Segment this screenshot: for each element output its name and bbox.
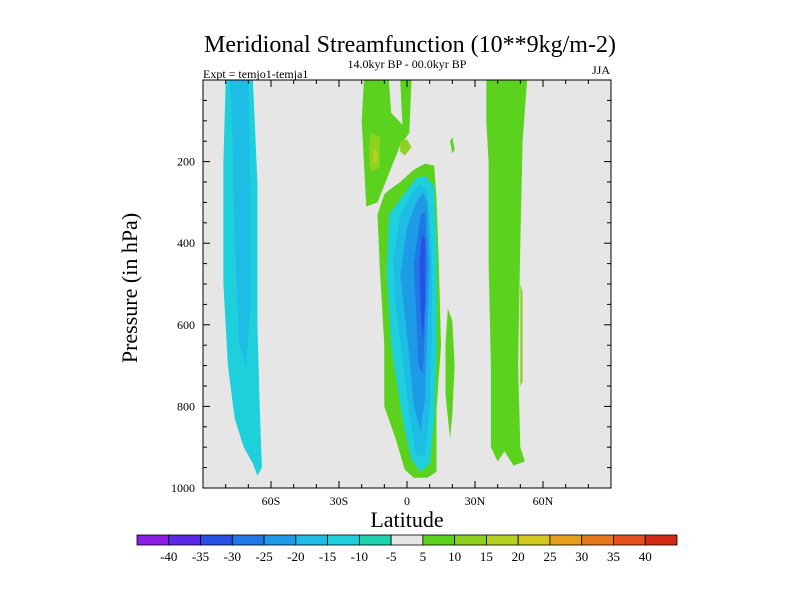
- colorbar-label: -5: [386, 549, 397, 564]
- chart-title: Meridional Streamfunction (10**9kg/m-2): [204, 32, 616, 58]
- colorbar-swatch: [644, 534, 678, 546]
- colorbar-label: -15: [319, 549, 336, 564]
- x-tick-label: 60N: [533, 494, 554, 508]
- y-tick-label: 600: [177, 318, 195, 332]
- colorbar-swatch: [454, 534, 487, 546]
- colorbar-label: 40: [639, 549, 652, 564]
- colorbar-swatch: [613, 534, 646, 546]
- colorbar-swatch: [390, 534, 424, 546]
- colorbar-label: 30: [575, 549, 588, 564]
- contour-region-7: [520, 284, 523, 386]
- contour-region-15: [445, 308, 455, 439]
- y-tick-label: 200: [177, 155, 195, 169]
- x-tick-label: 30S: [330, 494, 349, 508]
- colorbar-swatch: [231, 534, 265, 546]
- colorbar-swatch: [200, 534, 233, 546]
- plot-area: 60S 30S 0 30N 60N 200 400 600 800 1000: [171, 79, 612, 508]
- contour-region-1: [230, 80, 251, 366]
- colorbar: -40 -35 -30 -25 -20 -15 -10 -5 5 10 15 20 25 30 35 40: [136, 534, 678, 564]
- colorbar-label: 25: [543, 549, 556, 564]
- y-axis-ticks: 200 400 600 800 1000: [171, 99, 611, 495]
- x-tick-label: 0: [404, 494, 410, 508]
- colorbar-swatch: [327, 534, 360, 546]
- x-tick-label: 60S: [262, 494, 281, 508]
- colorbar-swatch: [358, 534, 392, 546]
- colorbar-label: -10: [351, 549, 368, 564]
- contour-region-6: [486, 80, 528, 466]
- y-tick-label: 400: [177, 236, 195, 250]
- colorbar-swatch: [295, 534, 328, 546]
- x-tick-label: 30N: [465, 494, 486, 508]
- colorbar-swatch: [422, 534, 456, 546]
- contour-region-5: [400, 139, 412, 156]
- colorbar-label: 10: [448, 549, 461, 564]
- y-tick-label: 1000: [171, 481, 195, 495]
- colorbar-label: 35: [607, 549, 620, 564]
- colorbar-label: -25: [255, 549, 272, 564]
- colorbar-label: 5: [420, 549, 427, 564]
- colorbar-swatch: [486, 534, 519, 546]
- contour-region-14: [419, 235, 426, 342]
- colorbar-swatch: [136, 534, 170, 546]
- y-tick-label: 800: [177, 399, 195, 413]
- contour-region-8: [450, 137, 455, 154]
- colorbar-label: 20: [512, 549, 525, 564]
- colorbar-swatch: [549, 534, 583, 546]
- colorbar-swatch: [581, 534, 614, 546]
- colorbar-label: -20: [287, 549, 304, 564]
- colorbar-label: -35: [192, 549, 209, 564]
- contour-region-2: [361, 80, 412, 207]
- colorbar-swatch: [263, 534, 297, 546]
- contour-fills: [223, 80, 528, 478]
- season-label: JJA: [592, 63, 610, 77]
- colorbar-label: 15: [480, 549, 493, 564]
- y-axis-label: Pressure (in hPa): [117, 213, 142, 363]
- experiment-label: Expt = temjo1-temja1: [203, 67, 308, 81]
- contour-region-4: [373, 149, 378, 164]
- x-axis-label: Latitude: [370, 507, 443, 532]
- colorbar-label: -40: [160, 549, 177, 564]
- colorbar-label: -30: [224, 549, 241, 564]
- colorbar-swatch: [168, 534, 201, 546]
- colorbar-swatch: [517, 534, 551, 546]
- period-label: 14.0kyr BP - 00.0kyr BP: [348, 57, 467, 71]
- x-axis-ticks: 60S 30S 0 30N 60N: [202, 80, 612, 508]
